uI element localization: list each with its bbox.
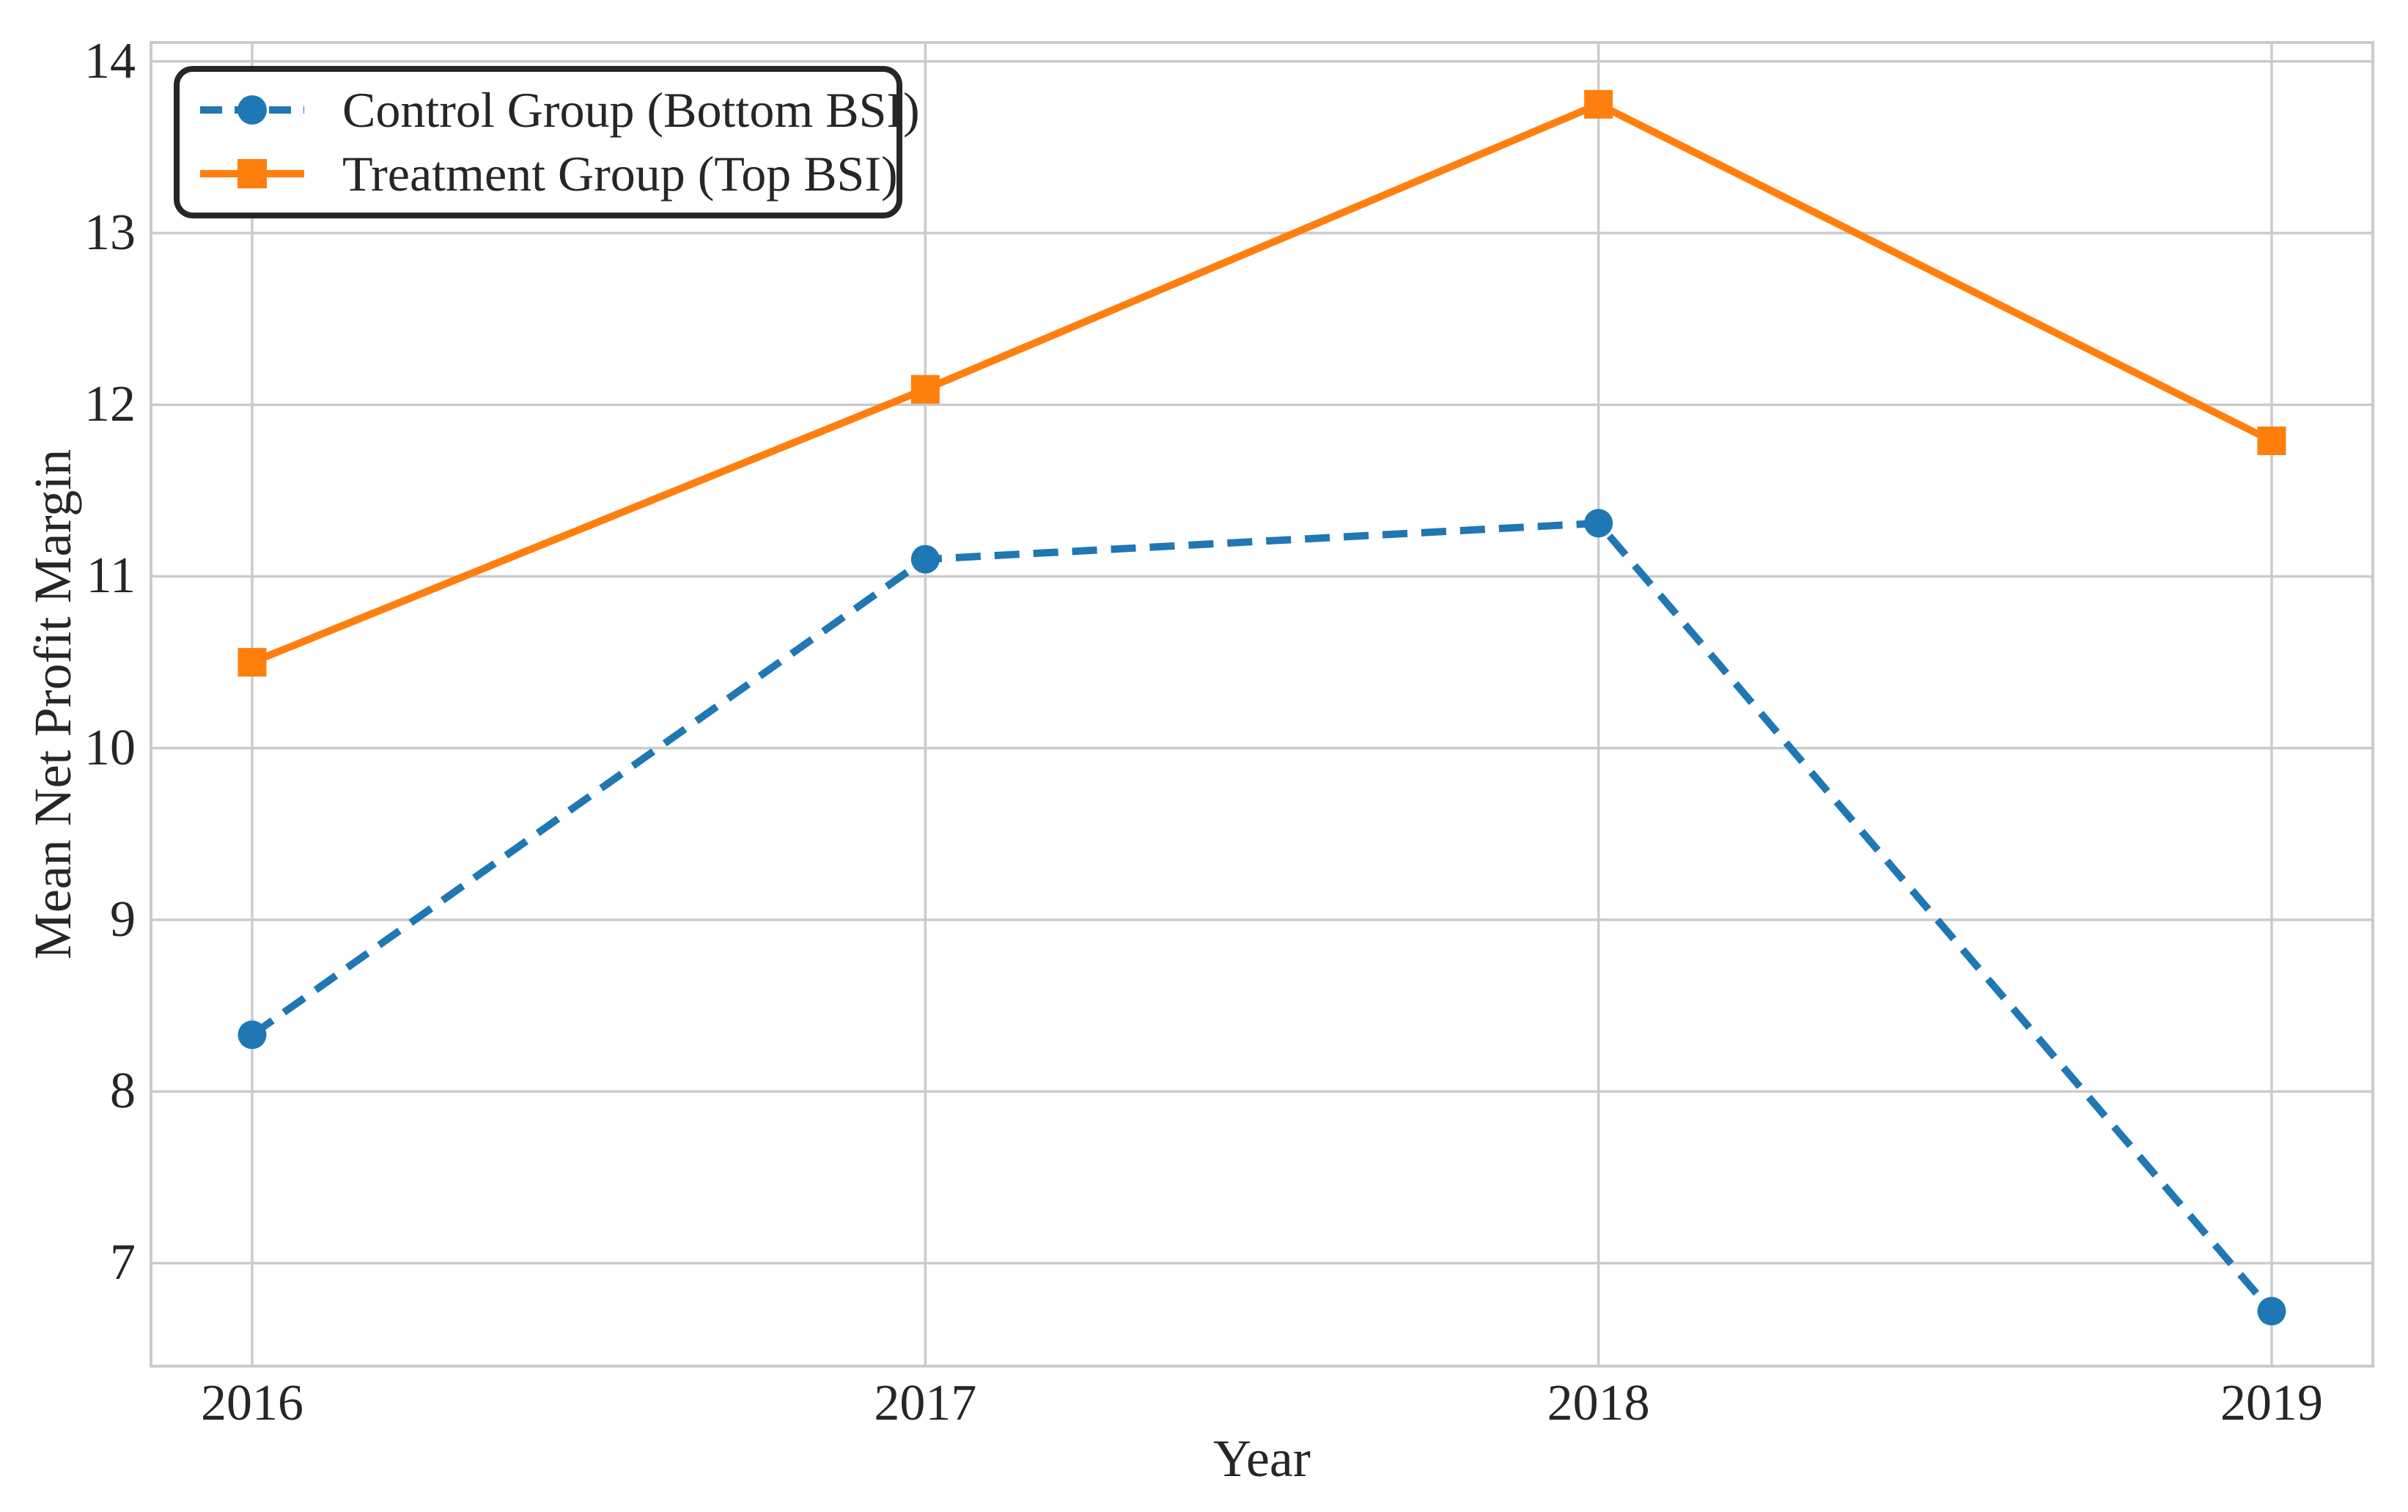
y-tick-label: 8 <box>110 1063 136 1120</box>
data-point-marker <box>2257 1297 2286 1326</box>
x-tick-label: 2018 <box>1547 1375 1650 1431</box>
y-tick-label: 11 <box>86 547 136 605</box>
data-point-marker <box>1584 509 1613 538</box>
x-tick-label: 2017 <box>874 1375 977 1431</box>
data-point-marker <box>910 545 940 574</box>
legend-label: Treatment Group (Top BSI) <box>342 145 898 202</box>
y-tick-label: 14 <box>84 32 136 89</box>
y-axis-label: Mean Net Profit Margin <box>23 449 82 960</box>
plot-border <box>150 41 2374 1368</box>
y-tick-label: 10 <box>84 719 136 776</box>
y-tick-label: 12 <box>84 376 136 433</box>
legend-item: Treatment Group (Top BSI) <box>197 145 898 202</box>
x-tick-label: 2019 <box>2220 1375 2323 1431</box>
series-line-circle <box>250 519 2275 1314</box>
data-point-marker <box>238 1020 267 1050</box>
series-line-square <box>251 100 2274 666</box>
legend-label: Control Group (Bottom BSI) <box>342 81 920 138</box>
legend-item: Control Group (Bottom BSI) <box>197 83 920 137</box>
x-axis-label: Year <box>1213 1429 1311 1488</box>
y-tick-label: 9 <box>110 890 136 948</box>
data-point-marker <box>238 648 267 677</box>
data-point-marker <box>2257 426 2286 455</box>
y-tick-label: 13 <box>84 204 136 261</box>
x-tick-label: 2016 <box>201 1375 303 1431</box>
legend-sample-circle-icon <box>200 95 304 125</box>
legend: Control Group (Bottom BSI) Treatment Grou… <box>174 66 920 218</box>
data-point-marker <box>910 375 940 404</box>
y-tick-label: 7 <box>110 1234 136 1291</box>
legend-sample-square-icon <box>200 158 304 188</box>
data-point-marker <box>1584 89 1613 119</box>
